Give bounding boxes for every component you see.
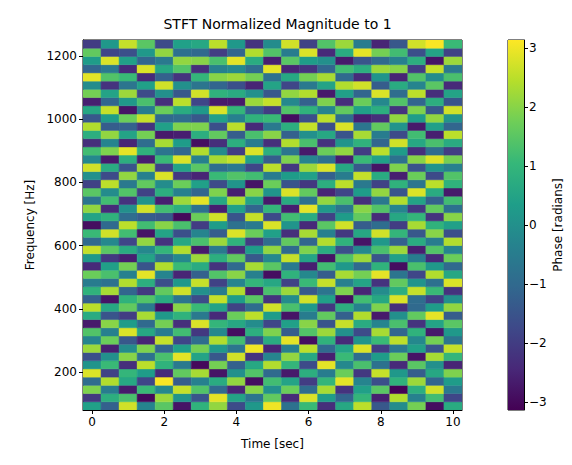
svg-text:8: 8 <box>377 415 385 429</box>
svg-text:10: 10 <box>445 415 460 429</box>
svg-text:0: 0 <box>529 218 537 232</box>
svg-text:800: 800 <box>54 175 77 189</box>
svg-text:Time [sec]: Time [sec] <box>240 437 304 451</box>
svg-text:Frequency [Hz]: Frequency [Hz] <box>23 180 37 271</box>
svg-text:1200: 1200 <box>46 49 77 63</box>
svg-text:−2: −2 <box>529 336 547 350</box>
svg-text:Phase [radians]: Phase [radians] <box>551 178 565 271</box>
svg-text:0: 0 <box>88 415 96 429</box>
svg-text:2: 2 <box>529 100 537 114</box>
svg-text:6: 6 <box>305 415 313 429</box>
svg-text:STFT Normalized Magnitude to 1: STFT Normalized Magnitude to 1 <box>163 16 391 32</box>
svg-text:−1: −1 <box>529 277 547 291</box>
svg-text:1000: 1000 <box>46 112 77 126</box>
svg-text:200: 200 <box>54 365 77 379</box>
svg-text:−3: −3 <box>529 395 547 409</box>
svg-text:600: 600 <box>54 239 77 253</box>
svg-text:4: 4 <box>233 415 241 429</box>
svg-text:2: 2 <box>160 415 168 429</box>
svg-text:3: 3 <box>529 41 537 55</box>
svg-text:400: 400 <box>54 302 77 316</box>
svg-text:1: 1 <box>529 159 537 173</box>
